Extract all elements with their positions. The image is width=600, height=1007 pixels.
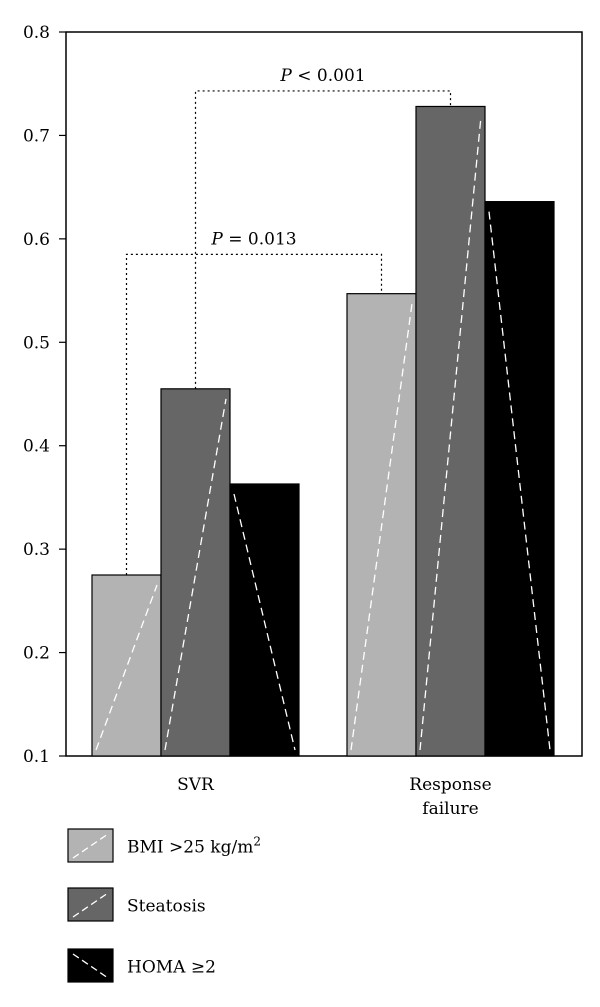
p-symbol: P xyxy=(279,66,292,86)
bars xyxy=(91,105,555,757)
y-tick-label: 0.7 xyxy=(23,126,50,146)
bar xyxy=(484,201,555,757)
y-tick-label: 0.2 xyxy=(23,644,50,664)
y-tick-label: 0.3 xyxy=(23,540,50,560)
bar xyxy=(346,293,417,757)
significance-bracket xyxy=(194,90,452,389)
axes: 0.1 0.2 0.3 0.4 0.5 0.6 0.7 0.8 SVR Response failu… xyxy=(23,23,583,819)
y-tick-label: 0.5 xyxy=(23,333,50,353)
bar xyxy=(415,105,486,757)
bar-dash-line xyxy=(419,116,482,751)
y-tick-label: 0.4 xyxy=(23,437,50,457)
p-symbol: P xyxy=(210,229,223,249)
bar-dash-line xyxy=(95,584,158,751)
legend-swatch-dash xyxy=(72,892,109,918)
legend-label: BMI >25 kg/m2 xyxy=(127,835,261,858)
y-tick-label: 0.1 xyxy=(23,747,50,767)
bar xyxy=(91,574,162,757)
legend-swatch xyxy=(67,948,114,983)
p-value-label: P = 0.013 xyxy=(210,229,296,249)
bar xyxy=(160,388,231,757)
p-value: = 0.013 xyxy=(223,229,297,249)
bar-dash-line xyxy=(164,398,227,751)
legend: BMI >25 kg/m2 Steatosis HOMA ≥2 xyxy=(67,828,261,983)
p-value-label: P < 0.001 xyxy=(279,66,365,86)
p-value: < 0.001 xyxy=(292,66,366,86)
significance-bracket xyxy=(125,253,383,575)
legend-label: HOMA ≥2 xyxy=(127,958,216,978)
y-tick-label: 0.8 xyxy=(23,23,50,43)
bar-dash-line xyxy=(233,493,296,751)
legend-item: BMI >25 kg/m2 xyxy=(67,828,261,863)
legend-text: BMI >25 kg/m xyxy=(127,838,253,858)
legend-text: HOMA ≥2 xyxy=(127,958,216,978)
legend-label: Steatosis xyxy=(127,897,206,917)
x-category-label: Response xyxy=(409,775,491,795)
legend-swatch-dash xyxy=(72,833,109,859)
legend-text: Steatosis xyxy=(127,897,206,917)
legend-item: Steatosis xyxy=(67,887,206,922)
bar-dash-line xyxy=(350,303,413,751)
x-category-label: SVR xyxy=(177,775,215,795)
plot-frame xyxy=(65,31,583,757)
y-tick-label: 0.6 xyxy=(23,230,50,250)
legend-swatch-dash xyxy=(72,953,109,979)
legend-superscript: 2 xyxy=(253,835,261,849)
x-category-label: failure xyxy=(422,799,478,819)
bar xyxy=(229,483,300,757)
legend-item: HOMA ≥2 xyxy=(67,948,216,983)
